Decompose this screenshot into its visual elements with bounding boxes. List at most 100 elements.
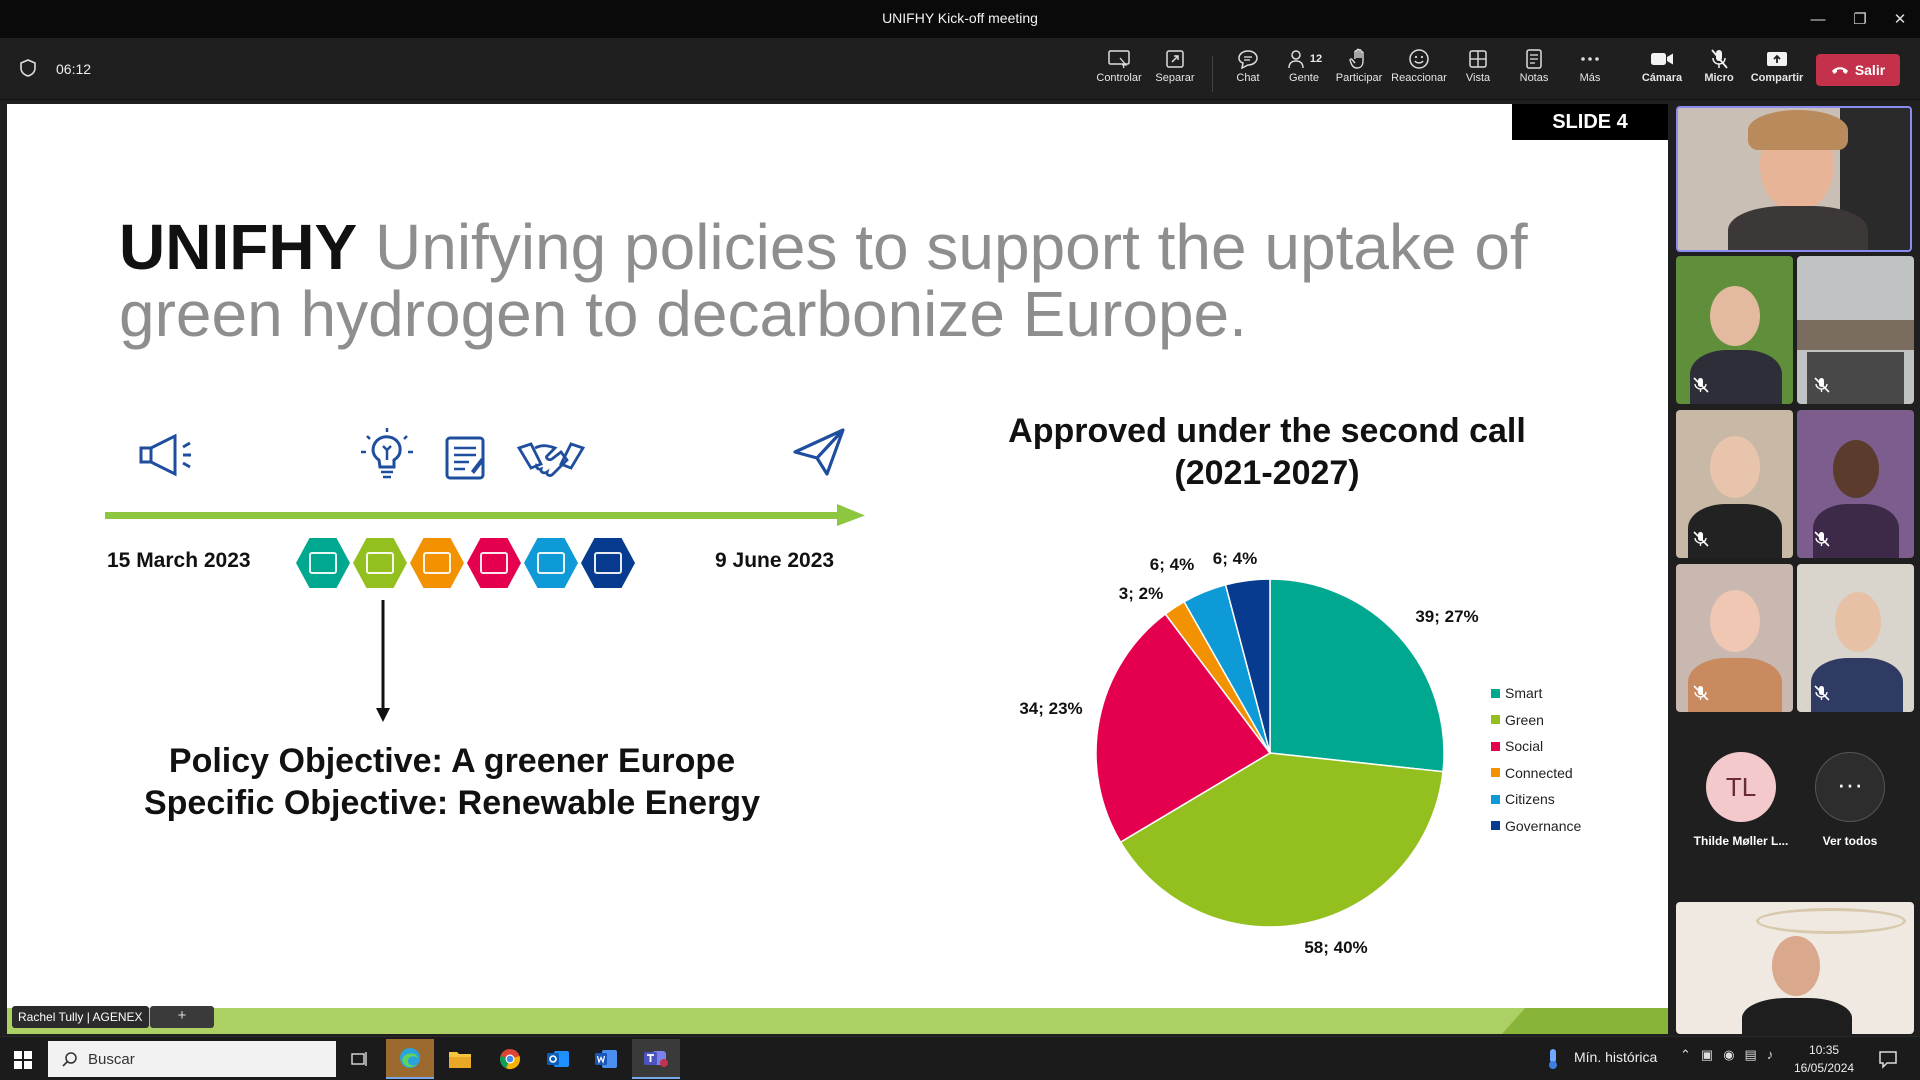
router-glyph-icon <box>423 552 451 574</box>
search-icon <box>62 1052 77 1067</box>
data-label-connected: 3; 2% <box>1119 584 1163 603</box>
popout-button[interactable]: Separar <box>1147 46 1203 94</box>
legend-swatch <box>1491 715 1500 725</box>
notifications-icon[interactable] <box>1878 1049 1898 1069</box>
control-label: Controlar <box>1096 72 1142 84</box>
data-label-governance: 6; 4% <box>1213 549 1257 568</box>
task-view-button[interactable] <box>336 1039 384 1079</box>
word-icon <box>595 1050 617 1068</box>
muted-mic-icon <box>1693 377 1709 393</box>
legend-item-green: Green <box>1491 707 1581 734</box>
taskbar-word[interactable] <box>582 1039 630 1079</box>
taskbar-outlook[interactable] <box>534 1039 582 1079</box>
chat-icon <box>1237 46 1259 72</box>
control-button[interactable]: Controlar <box>1091 46 1147 94</box>
view-label: Vista <box>1465 72 1491 84</box>
shield-icon <box>20 59 36 77</box>
participant-hair <box>1748 110 1848 150</box>
taskbar-edge[interactable] <box>386 1039 434 1079</box>
notes-label: Notas <box>1519 72 1549 84</box>
video-tile-participant-4[interactable] <box>1676 410 1793 558</box>
taskbar-teams[interactable] <box>632 1039 680 1079</box>
muted-mic-icon <box>1814 685 1830 701</box>
mic-button[interactable]: Micro <box>1691 46 1747 94</box>
share-button[interactable]: Compartir <box>1749 46 1805 94</box>
more-button[interactable]: Más <box>1562 46 1618 94</box>
leave-button[interactable]: Salir <box>1816 54 1900 86</box>
taskbar-clock[interactable]: 10:35 16/05/2024 <box>1794 1041 1854 1077</box>
video-tile-participant-5[interactable] <box>1797 410 1914 558</box>
microphone-icon[interactable]: ◉ <box>1723 1047 1735 1062</box>
legend-item-social: Social <box>1491 733 1581 760</box>
legend-label: Citizens <box>1505 791 1555 808</box>
data-label-smart: 39; 27% <box>1415 607 1478 626</box>
participant-face <box>1835 592 1881 652</box>
policy-objective: Policy Objective: A greener Europe <box>168 742 736 780</box>
notes-button[interactable]: Notas <box>1506 46 1562 94</box>
legend-item-citizens: Citizens <box>1491 786 1581 813</box>
headline-text: Unifying policies to support the uptake … <box>119 211 1528 350</box>
clock-date: 16/05/2024 <box>1794 1061 1855 1075</box>
video-tile-active-speaker[interactable] <box>1676 106 1912 252</box>
data-label-green: 58; 40% <box>1304 938 1367 957</box>
document-icon <box>445 436 485 480</box>
weather-status[interactable]: Mín. histórica <box>1574 1049 1658 1065</box>
legend-swatch <box>1491 768 1500 778</box>
legend-label: Social <box>1505 738 1544 755</box>
minimize-button[interactable]: — <box>1810 10 1826 28</box>
see-all-label: Ver todos <box>1822 834 1878 848</box>
slide-number: SLIDE 4 <box>1512 104 1668 140</box>
meet-now-icon[interactable]: ▣ <box>1700 1047 1714 1062</box>
participant-thilde[interactable]: TL Thilde Møller L... <box>1686 752 1796 848</box>
cloud-glyph-icon <box>309 552 337 574</box>
see-all-participants-button[interactable]: ··· Ver todos <box>1800 752 1900 848</box>
popout-icon <box>1165 46 1185 72</box>
participant-face <box>1710 590 1760 652</box>
camera-button[interactable]: Cámara <box>1634 46 1690 94</box>
slide-footer-accent <box>1502 1008 1668 1034</box>
video-tile-participant-2[interactable] <box>1676 256 1793 404</box>
network-icon[interactable]: ▤ <box>1744 1047 1757 1062</box>
paper-plane-icon <box>793 428 845 476</box>
taskbar-chrome[interactable] <box>486 1039 534 1079</box>
video-tile-participant-6[interactable] <box>1676 564 1793 712</box>
people-button[interactable]: 12 Gente <box>1276 46 1332 94</box>
down-arrow <box>376 600 390 722</box>
volume-icon[interactable]: ♪ <box>1766 1047 1774 1062</box>
legend-item-governance: Governance <box>1491 813 1581 840</box>
pie-slice-governance <box>1224 578 1271 754</box>
restore-button[interactable]: ❐ <box>1853 11 1867 28</box>
chart-title: Approved under the second call (2021-202… <box>967 410 1567 494</box>
video-tile-participant-3[interactable] <box>1797 256 1914 404</box>
raise-hand-button[interactable]: Participar <box>1331 46 1387 94</box>
leave-label: Salir <box>1854 62 1886 78</box>
system-tray[interactable]: ⌃ ▣ ◉ ▤ ♪ <box>1680 1047 1773 1063</box>
windows-start-icon[interactable] <box>14 1051 32 1069</box>
video-tile-self[interactable] <box>1676 902 1914 1034</box>
raise-hand-icon <box>1349 46 1369 72</box>
participant-body <box>1742 998 1852 1034</box>
shared-slide: SLIDE 4 UNIFHY Unifying policies to supp… <box>7 104 1668 1034</box>
taskbar-search[interactable]: Buscar <box>48 1041 336 1077</box>
chevron-up-icon[interactable]: ⌃ <box>1680 1047 1691 1062</box>
chat-button[interactable]: Chat <box>1220 46 1276 94</box>
reaction-button[interactable]: Reaccionar <box>1391 46 1447 94</box>
chart-title-line-1: Approved under the second call <box>1008 412 1526 450</box>
video-tile-participant-7[interactable] <box>1797 564 1914 712</box>
muted-mic-icon <box>1693 531 1709 547</box>
pie-slice-smart <box>1269 578 1445 773</box>
thermometer-icon <box>1549 1049 1557 1069</box>
camera-label: Cámara <box>1641 72 1683 84</box>
meeting-toolbar: 06:12 Controlar Separar Chat 12 Gente Pa… <box>0 38 1920 100</box>
pie-chart: 39; 27% 58; 40% 34; 23% 3; 2% 6; 4% 6; 4% <box>1019 549 1478 957</box>
taskbar-file-explorer[interactable] <box>436 1039 484 1079</box>
view-button[interactable]: Vista <box>1450 46 1506 94</box>
participant-body <box>1811 658 1903 712</box>
window-titlebar: UNIFHY Kick-off meeting — ❐ ✕ <box>0 0 1920 38</box>
presenter-expand-button[interactable]: + <box>150 1006 214 1028</box>
toolbar-divider <box>1212 56 1213 92</box>
slide-headline: UNIFHY Unifying policies to support the … <box>119 214 1569 348</box>
specific-objective: Specific Objective: Renewable Energy <box>143 784 760 822</box>
close-button[interactable]: ✕ <box>1893 11 1907 28</box>
participant-face <box>1710 436 1760 498</box>
